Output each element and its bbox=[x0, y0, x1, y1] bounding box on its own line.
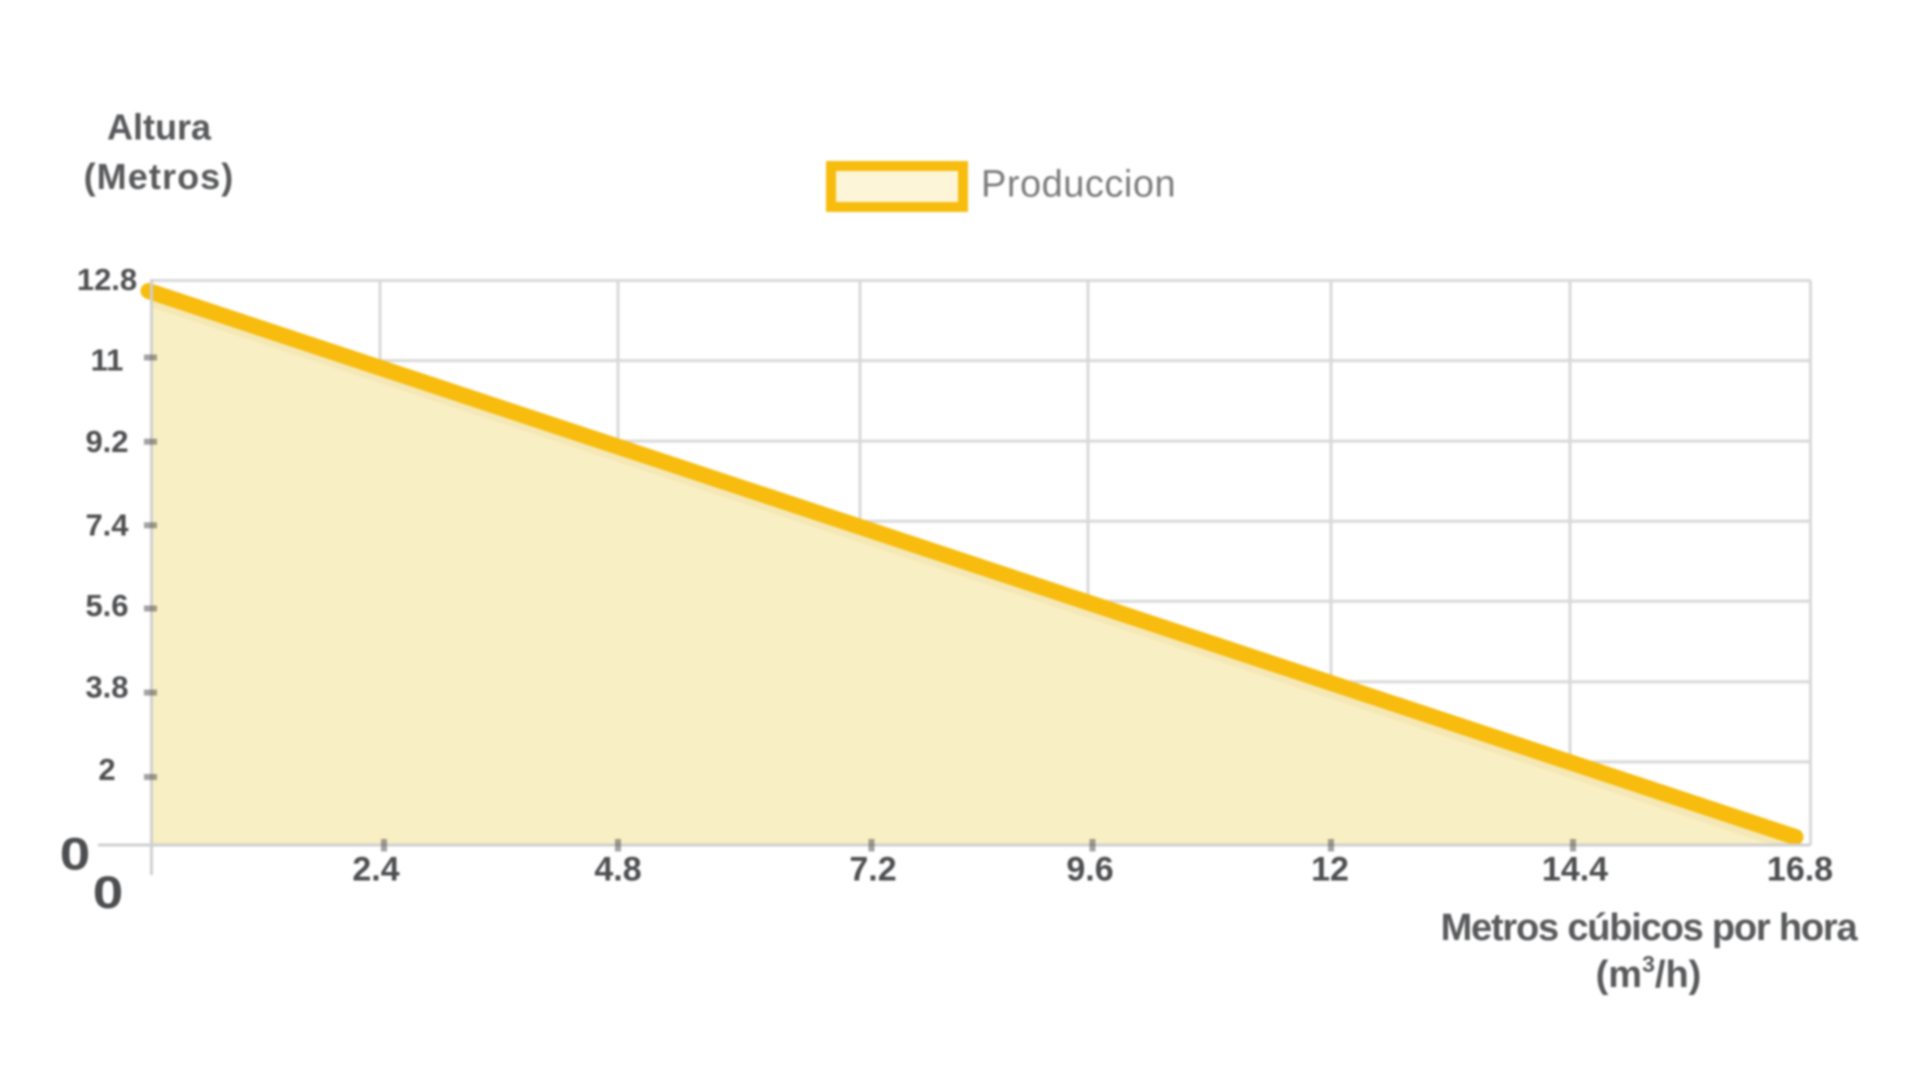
svg-text:9.2: 9.2 bbox=[85, 424, 128, 459]
svg-text:7.4: 7.4 bbox=[85, 508, 129, 543]
svg-text:Produccion: Produccion bbox=[981, 164, 1176, 206]
svg-text:Altura: Altura bbox=[107, 107, 212, 148]
svg-text:7.2: 7.2 bbox=[849, 851, 896, 889]
svg-text:12: 12 bbox=[1311, 851, 1349, 889]
svg-text:(Metros): (Metros) bbox=[84, 156, 235, 197]
svg-text:5.6: 5.6 bbox=[85, 588, 128, 623]
svg-text:2.4: 2.4 bbox=[352, 851, 399, 889]
svg-text:16.8: 16.8 bbox=[1767, 851, 1833, 889]
svg-text:0: 0 bbox=[93, 868, 124, 918]
svg-text:11: 11 bbox=[91, 343, 124, 378]
svg-text:0: 0 bbox=[60, 829, 91, 879]
svg-text:(m3/h): (m3/h) bbox=[1596, 951, 1702, 996]
svg-text:9.6: 9.6 bbox=[1066, 851, 1113, 889]
svg-text:4.8: 4.8 bbox=[594, 851, 641, 889]
svg-text:2: 2 bbox=[98, 752, 115, 787]
svg-text:12.8: 12.8 bbox=[77, 262, 137, 297]
svg-text:Metros cúbicos por hora: Metros cúbicos por hora bbox=[1441, 907, 1859, 949]
svg-text:3.8: 3.8 bbox=[85, 670, 128, 705]
svg-text:14.4: 14.4 bbox=[1542, 851, 1608, 889]
